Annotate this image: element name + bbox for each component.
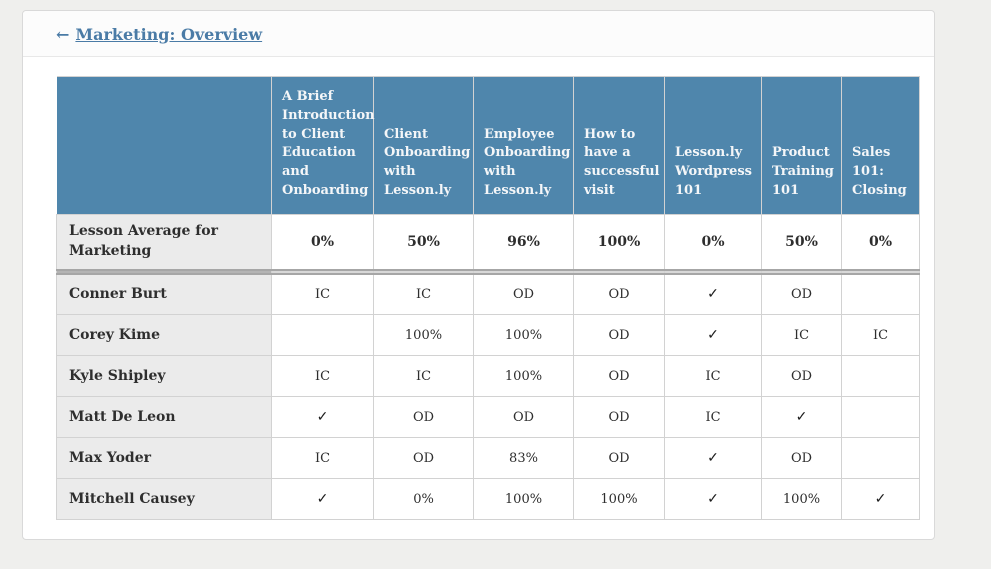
course-header-cell: How to have a successful visit <box>573 76 665 215</box>
left-arrow-icon: ← <box>56 25 70 44</box>
grade-cell: OD <box>573 273 665 315</box>
course-header-cell: Lesson.ly Wordpress 101 <box>664 76 762 215</box>
average-row: Lesson Average for Marketing 0% 50% 96% 100%… <box>56 214 920 270</box>
course-header-cell: Employee Onboarding with Lesson.ly <box>473 76 574 215</box>
grade-cell: IC <box>761 314 842 356</box>
grade-cell: OD <box>373 396 474 438</box>
checkmark-icon: ✓ <box>707 327 719 343</box>
grade-cell: IC <box>373 273 474 315</box>
card-header: ← Marketing: Overview <box>23 11 934 57</box>
user-row: Mitchell Causey ✓ 0% 100% 100% ✓ 100% ✓ <box>56 478 920 520</box>
progress-table: A Brief Introduction to Client Education… <box>56 76 920 520</box>
user-row: Conner Burt IC IC OD OD ✓ OD <box>56 273 920 315</box>
grade-cell: ✓ <box>664 478 762 520</box>
grade-cell: OD <box>573 355 665 397</box>
separator-row <box>56 268 920 275</box>
grade-cell: 100% <box>473 478 574 520</box>
grade-cell <box>841 396 920 438</box>
grade-cell: OD <box>573 437 665 479</box>
grade-cell: 100% <box>373 314 474 356</box>
grade-cell: IC <box>271 437 374 479</box>
grade-cell: 100% <box>761 478 842 520</box>
grade-cell: ✓ <box>664 314 762 356</box>
checkmark-icon: ✓ <box>316 491 329 507</box>
checkmark-icon: ✓ <box>707 491 719 507</box>
course-header-cell: Product Training 101 <box>761 76 842 215</box>
average-value-cell: 0% <box>664 214 762 270</box>
user-row: Corey Kime 100% 100% OD ✓ IC IC <box>56 314 920 356</box>
grade-cell: IC <box>841 314 920 356</box>
grade-cell: 100% <box>473 314 574 356</box>
average-value-cell: 0% <box>841 214 920 270</box>
page-background: { "panel": { "back_link": { "arrow": "←"… <box>0 10 991 569</box>
back-link[interactable]: ← Marketing: Overview <box>56 25 262 44</box>
grade-cell: OD <box>761 355 842 397</box>
checkmark-icon: ✓ <box>707 450 719 466</box>
grade-cell <box>841 437 920 479</box>
back-link-label: Marketing: Overview <box>75 25 263 44</box>
card-body: A Brief Introduction to Client Education… <box>23 57 934 537</box>
grade-cell <box>841 273 920 315</box>
grade-cell: IC <box>664 396 762 438</box>
user-name-cell: Mitchell Causey <box>56 478 272 520</box>
course-header-row: A Brief Introduction to Client Education… <box>56 76 920 215</box>
checkmark-icon: ✓ <box>316 409 329 425</box>
grade-cell: ✓ <box>271 478 374 520</box>
grade-cell: OD <box>473 396 574 438</box>
average-value-cell: 50% <box>761 214 842 270</box>
grade-cell: 0% <box>373 478 474 520</box>
grade-cell: OD <box>761 437 842 479</box>
checkmark-icon: ✓ <box>707 286 719 303</box>
separator-cell <box>841 268 920 275</box>
grade-cell: 100% <box>573 478 665 520</box>
course-header-cell: A Brief Introduction to Client Education… <box>271 76 375 215</box>
grade-cell: IC <box>664 355 762 397</box>
course-header-cell: Sales 101: Closing <box>841 76 920 215</box>
average-value-cell: 50% <box>373 214 474 270</box>
user-name-cell: Conner Burt <box>56 273 272 315</box>
grade-cell: OD <box>373 437 474 479</box>
course-header-cell: Client Onboarding with Lesson.ly <box>373 76 474 215</box>
grade-cell: ✓ <box>664 273 762 315</box>
grade-cell: ✓ <box>271 396 374 438</box>
grade-cell: ✓ <box>761 396 842 438</box>
grade-cell: ✓ <box>841 478 920 520</box>
user-name-cell: Matt De Leon <box>56 396 272 438</box>
user-row: Kyle Shipley IC IC 100% OD IC OD <box>56 355 920 397</box>
grade-cell: IC <box>271 355 374 397</box>
grade-cell: IC <box>373 355 474 397</box>
average-value-cell: 96% <box>473 214 574 270</box>
grade-cell: OD <box>573 396 665 438</box>
checkmark-icon: ✓ <box>874 491 887 507</box>
user-row: Matt De Leon ✓ OD OD OD IC ✓ <box>56 396 920 438</box>
grade-cell: OD <box>473 273 574 315</box>
grade-cell: OD <box>573 314 665 356</box>
user-row: Max Yoder IC OD 83% OD ✓ OD <box>56 437 920 479</box>
checkmark-icon: ✓ <box>795 409 808 425</box>
grade-cell: ✓ <box>664 437 762 479</box>
average-value-cell: 0% <box>271 214 374 270</box>
grade-cell: 100% <box>473 355 574 397</box>
grade-cell <box>841 355 920 397</box>
user-name-cell: Max Yoder <box>56 437 272 479</box>
grade-cell: OD <box>761 273 842 315</box>
user-name-cell: Kyle Shipley <box>56 355 272 397</box>
corner-header-cell <box>56 76 272 215</box>
grade-cell: IC <box>271 273 374 315</box>
table-header: A Brief Introduction to Client Education… <box>56 76 920 215</box>
grade-cell: 83% <box>473 437 574 479</box>
average-label-cell: Lesson Average for Marketing <box>56 214 272 270</box>
average-value-cell: 100% <box>573 214 665 270</box>
overview-card: ← Marketing: Overview A Brief Introductio… <box>22 10 935 540</box>
user-name-cell: Corey Kime <box>56 314 272 356</box>
table-body: Lesson Average for Marketing 0% 50% 96% 100%… <box>56 214 920 520</box>
grade-cell <box>271 314 374 356</box>
